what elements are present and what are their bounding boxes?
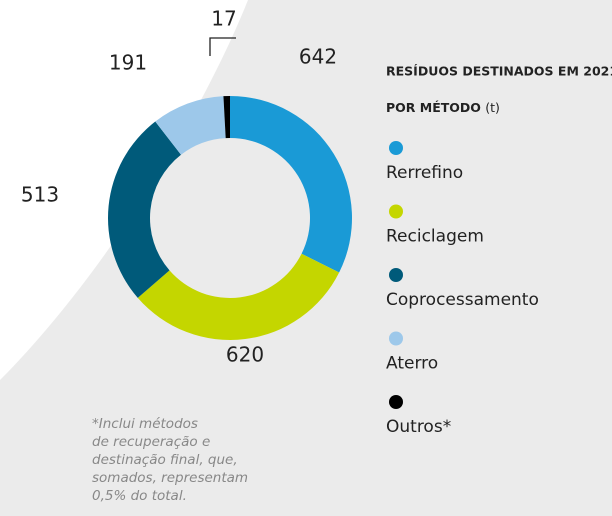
slice (230, 96, 352, 273)
footnote: de recuperação e (92, 434, 210, 450)
footnote: destinação final, que, (92, 452, 238, 468)
slice (137, 253, 340, 340)
footnote: somados, representam (92, 470, 248, 486)
leader-line (209, 37, 236, 56)
legend-swatch (389, 204, 403, 219)
legend-label: Outros* (386, 417, 451, 437)
legend-swatch (389, 395, 403, 409)
legend-swatch (389, 331, 403, 346)
unit: (t) (485, 100, 500, 115)
legend-title: POR MÉTODO (t) (386, 100, 500, 115)
legend-label: Coprocessamento (386, 290, 539, 310)
legend-swatch (389, 268, 403, 282)
legend-label: Rerrefino (386, 163, 463, 183)
slice (155, 96, 226, 155)
value-label: 191 (109, 51, 147, 75)
value-label: 620 (226, 343, 264, 367)
slice (223, 96, 230, 139)
legend-swatch (389, 141, 403, 155)
footnote: 0,5% do total. (92, 488, 187, 504)
legend-title: RESÍDUOS DESTINADOS EM 2021 (386, 64, 612, 79)
legend-label: Reciclagem (386, 227, 484, 247)
value-label: 17 (211, 7, 236, 31)
value-label: 642 (299, 45, 337, 69)
footnote: *Inclui métodos (92, 416, 198, 432)
value-label: 513 (21, 183, 59, 207)
slice (108, 121, 182, 298)
legend-label: Aterro (386, 354, 438, 374)
legend-title-2: POR MÉTODO (386, 100, 481, 115)
